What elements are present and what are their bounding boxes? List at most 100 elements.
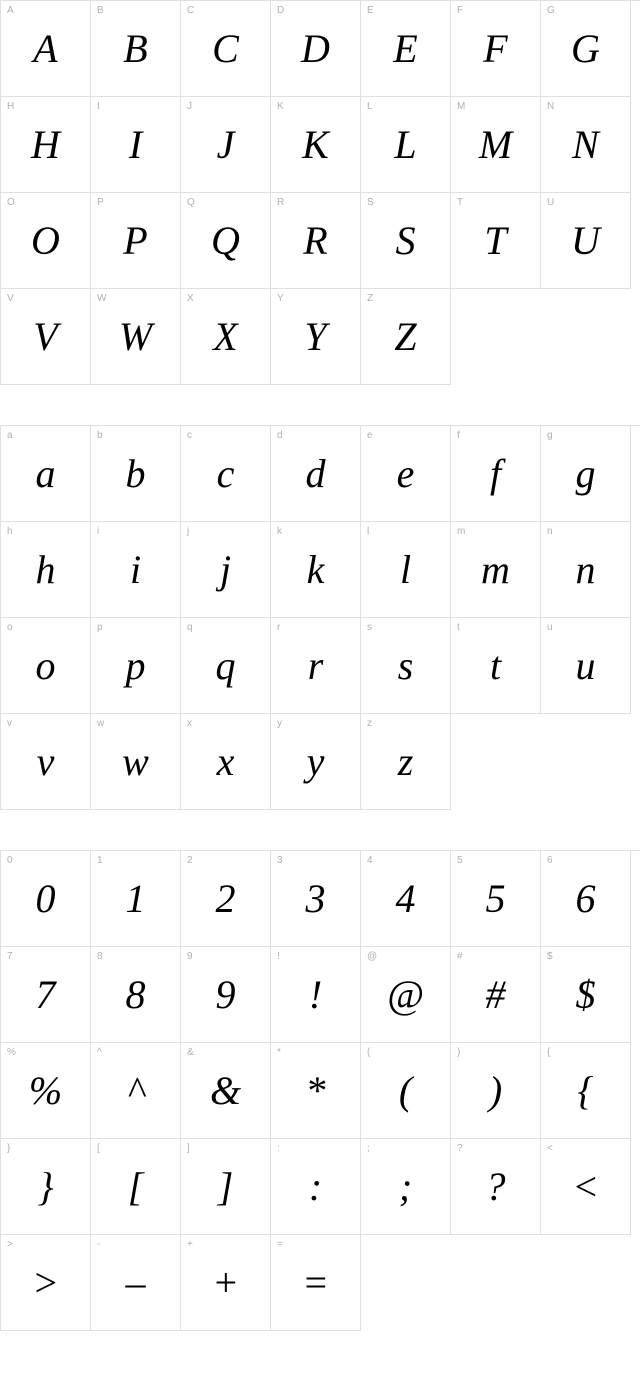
glyph-cell-label: n xyxy=(547,526,553,537)
glyph-cell[interactable]: CC xyxy=(181,1,271,97)
glyph-cell[interactable]: AA xyxy=(1,1,91,97)
glyph-cell[interactable]: ]] xyxy=(181,1139,271,1235)
glyph-cell[interactable]: << xyxy=(541,1139,631,1235)
glyph-cell[interactable]: PP xyxy=(91,193,181,289)
glyph-cell[interactable]: == xyxy=(271,1235,361,1331)
glyph-cell[interactable]: !! xyxy=(271,947,361,1043)
glyph-cell[interactable]: %% xyxy=(1,1043,91,1139)
glyph-cell[interactable]: VV xyxy=(1,289,91,385)
glyph-cell[interactable]: xx xyxy=(181,714,271,810)
glyph-cell[interactable]: pp xyxy=(91,618,181,714)
glyph-cell[interactable]: dd xyxy=(271,426,361,522)
glyph-cell[interactable]: ++ xyxy=(181,1235,271,1331)
glyph-cell-glyph: [ xyxy=(128,1167,144,1207)
glyph-cell[interactable]: SS xyxy=(361,193,451,289)
glyph-cell[interactable]: LL xyxy=(361,97,451,193)
glyph-cell[interactable]: -– xyxy=(91,1235,181,1331)
glyph-cell[interactable]: QQ xyxy=(181,193,271,289)
glyph-cell[interactable]: ^^ xyxy=(91,1043,181,1139)
glyph-cell[interactable]: XX xyxy=(181,289,271,385)
glyph-cell[interactable]: 33 xyxy=(271,851,361,947)
glyph-cell[interactable]: nn xyxy=(541,522,631,618)
glyph-cell[interactable]: DD xyxy=(271,1,361,97)
glyph-cell[interactable]: jj xyxy=(181,522,271,618)
glyph-cell[interactable]: ww xyxy=(91,714,181,810)
glyph-cell[interactable]: YY xyxy=(271,289,361,385)
glyph-cell[interactable]: 11 xyxy=(91,851,181,947)
glyph-cell[interactable]: kk xyxy=(271,522,361,618)
glyph-cell[interactable]: EE xyxy=(361,1,451,97)
glyph-cell[interactable]: 99 xyxy=(181,947,271,1043)
glyph-cell[interactable]: }} xyxy=(1,1139,91,1235)
glyph-cell[interactable]: aa xyxy=(1,426,91,522)
glyph-cell[interactable]: 00 xyxy=(1,851,91,947)
glyph-cell[interactable]: 44 xyxy=(361,851,451,947)
glyph-cell[interactable]: @@ xyxy=(361,947,451,1043)
glyph-cell-glyph: i xyxy=(130,550,141,590)
glyph-cell[interactable]: II xyxy=(91,97,181,193)
glyph-cell[interactable]: JJ xyxy=(181,97,271,193)
glyph-cell[interactable]: TT xyxy=(451,193,541,289)
glyph-cell[interactable]: 22 xyxy=(181,851,271,947)
glyph-cell[interactable]: rr xyxy=(271,618,361,714)
glyph-cell-label: V xyxy=(7,293,14,304)
glyph-cell[interactable]: tt xyxy=(451,618,541,714)
glyph-cell[interactable]: BB xyxy=(91,1,181,97)
glyph-cell[interactable]: >> xyxy=(1,1235,91,1331)
glyph-cell[interactable]: RR xyxy=(271,193,361,289)
glyph-cell[interactable]: WW xyxy=(91,289,181,385)
glyph-cell[interactable]: ss xyxy=(361,618,451,714)
glyph-cell-label: # xyxy=(457,951,463,962)
glyph-cell-label: 7 xyxy=(7,951,13,962)
glyph-cell[interactable]: ** xyxy=(271,1043,361,1139)
glyph-cell[interactable]: ff xyxy=(451,426,541,522)
glyph-cell[interactable]: NN xyxy=(541,97,631,193)
glyph-cell[interactable]: :: xyxy=(271,1139,361,1235)
glyph-cell[interactable]: ;; xyxy=(361,1139,451,1235)
glyph-cell[interactable]: ll xyxy=(361,522,451,618)
glyph-cell[interactable]: $$ xyxy=(541,947,631,1043)
glyph-cell-label: m xyxy=(457,526,465,537)
glyph-cell-glyph: c xyxy=(217,454,235,494)
glyph-cell[interactable]: ?? xyxy=(451,1139,541,1235)
glyph-cell[interactable]: hh xyxy=(1,522,91,618)
glyph-cell-glyph: – xyxy=(126,1263,146,1303)
glyph-cell[interactable]: gg xyxy=(541,426,631,522)
glyph-cell[interactable]: HH xyxy=(1,97,91,193)
glyph-cell-glyph: % xyxy=(29,1071,62,1111)
glyph-cell[interactable]: [[ xyxy=(91,1139,181,1235)
glyph-cell[interactable]: vv xyxy=(1,714,91,810)
glyph-cell[interactable]: (( xyxy=(361,1043,451,1139)
glyph-cell-label: 6 xyxy=(547,855,553,866)
glyph-cell[interactable]: KK xyxy=(271,97,361,193)
glyph-cell[interactable]: 88 xyxy=(91,947,181,1043)
glyph-cell[interactable]: 66 xyxy=(541,851,631,947)
glyph-cell[interactable]: ## xyxy=(451,947,541,1043)
glyph-cell[interactable]: bb xyxy=(91,426,181,522)
glyph-cell[interactable]: zz xyxy=(361,714,451,810)
glyph-cell[interactable]: mm xyxy=(451,522,541,618)
glyph-cell[interactable]: {{ xyxy=(541,1043,631,1139)
glyph-cell-glyph: X xyxy=(213,317,237,357)
glyph-cell[interactable]: OO xyxy=(1,193,91,289)
glyph-cell[interactable]: yy xyxy=(271,714,361,810)
glyph-cell[interactable]: GG xyxy=(541,1,631,97)
glyph-cell[interactable]: uu xyxy=(541,618,631,714)
glyph-cell[interactable]: qq xyxy=(181,618,271,714)
glyph-cell[interactable]: && xyxy=(181,1043,271,1139)
glyph-cell[interactable]: oo xyxy=(1,618,91,714)
glyph-cell[interactable]: ZZ xyxy=(361,289,451,385)
glyph-cell[interactable]: 77 xyxy=(1,947,91,1043)
glyph-cell-glyph: 7 xyxy=(36,975,56,1015)
glyph-cell[interactable]: FF xyxy=(451,1,541,97)
glyph-cell-glyph: p xyxy=(126,646,146,686)
glyph-cell[interactable]: cc xyxy=(181,426,271,522)
glyph-cell[interactable]: ii xyxy=(91,522,181,618)
glyph-cell[interactable]: ee xyxy=(361,426,451,522)
glyph-cell[interactable]: MM xyxy=(451,97,541,193)
glyph-cell-glyph: W xyxy=(119,317,152,357)
glyph-cell[interactable]: 55 xyxy=(451,851,541,947)
glyph-cell[interactable]: UU xyxy=(541,193,631,289)
glyph-cell[interactable]: )) xyxy=(451,1043,541,1139)
glyph-cell-label: * xyxy=(277,1047,281,1058)
